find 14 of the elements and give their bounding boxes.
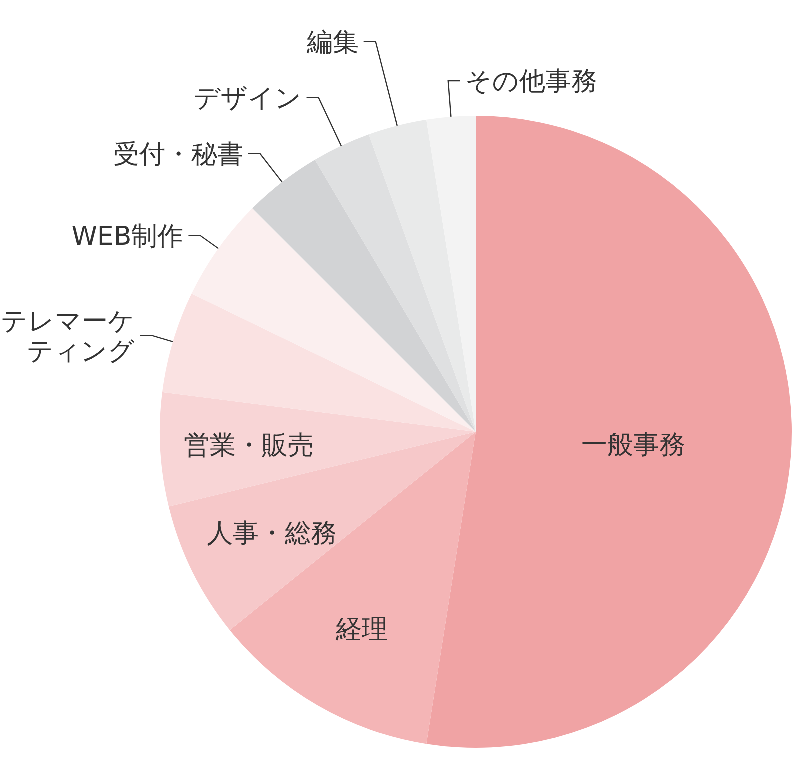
pie-slice <box>426 116 792 748</box>
slice-label: WEB制作 <box>72 222 184 252</box>
slice-label: 一般事務 <box>582 430 686 460</box>
slice-label: 編集 <box>306 28 359 58</box>
slice-label: テレマーケティング <box>1 306 136 367</box>
slice-label: 受付・秘書 <box>113 140 244 170</box>
slice-label: その他事務 <box>465 67 598 98</box>
pie-slice <box>162 294 476 432</box>
pie-slice <box>252 160 476 432</box>
slice-label: デザイン <box>194 84 302 114</box>
slice-label: 経理 <box>335 615 388 646</box>
slice-label: 営業・販売 <box>184 430 314 461</box>
pie-slice <box>160 392 476 507</box>
slice-label: 人事・総務 <box>206 518 337 549</box>
